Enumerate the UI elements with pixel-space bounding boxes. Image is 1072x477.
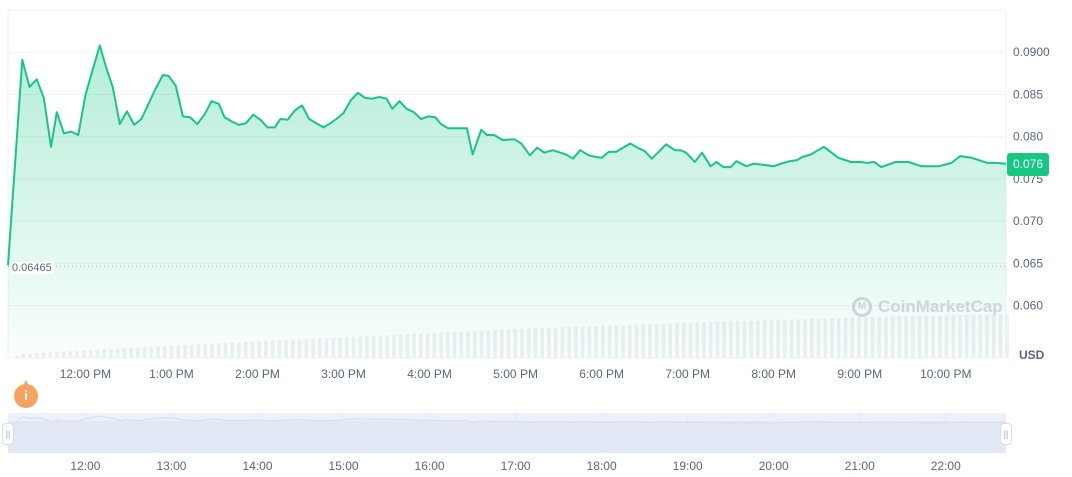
y-tick-label: 0.060 (1013, 299, 1043, 313)
coinmarketcap-watermark: M CoinMarketCap (852, 297, 1003, 317)
navigator-tick-label: 19:00 (673, 459, 703, 473)
y-tick-label: 0.080 (1013, 130, 1043, 144)
volume-bar (1005, 314, 1010, 358)
navigator-tick-label: 14:00 (242, 459, 272, 473)
navigator-tick-label: 13:00 (156, 459, 186, 473)
x-tick-label: 8:00 PM (751, 367, 796, 381)
y-tick-label: 0.0900 (1013, 45, 1050, 59)
navigator-left-handle[interactable]: || (2, 423, 14, 445)
x-tick-label: 12:00 PM (60, 367, 111, 381)
baseline-label: 0.06465 (12, 262, 54, 274)
watermark-text: CoinMarketCap (878, 297, 1003, 316)
navigator-tick-label: 21:00 (845, 459, 875, 473)
coinmarketcap-logo-icon: M (852, 297, 872, 317)
y-tick-label: 0.070 (1013, 214, 1043, 228)
navigator-tick-label: 16:00 (415, 459, 445, 473)
x-tick-label: 3:00 PM (321, 367, 366, 381)
navigator-tick-label: 18:00 (587, 459, 617, 473)
x-tick-label: 9:00 PM (837, 367, 882, 381)
navigator-top-band (8, 413, 1006, 421)
y-tick-label: 0.065 (1013, 256, 1043, 270)
price-line (7, 44, 1007, 266)
navigator-tick-label: 20:00 (759, 459, 789, 473)
x-tick-label: 4:00 PM (407, 367, 452, 381)
x-tick-label: 7:00 PM (665, 367, 710, 381)
x-tick-label: 1:00 PM (149, 367, 194, 381)
navigator-tick-label: 17:00 (501, 459, 531, 473)
navigator-tick-label: 22:00 (931, 459, 961, 473)
y-tick-label: 0.085 (1013, 87, 1043, 101)
x-tick-label: 5:00 PM (493, 367, 538, 381)
navigator-right-handle[interactable]: || (1000, 423, 1012, 445)
price-area (8, 45, 1006, 358)
info-event-icon[interactable]: i (14, 380, 38, 408)
x-tick-label: 2:00 PM (235, 367, 280, 381)
current-price-badge: 0.076 (1007, 153, 1049, 176)
x-tick-label: 6:00 PM (579, 367, 624, 381)
navigator-tick-label: 15:00 (329, 459, 359, 473)
currency-label: USD (1019, 348, 1045, 362)
navigator-tick-label: 12:00 (70, 459, 100, 473)
x-tick-label: 10:00 PM (920, 367, 971, 381)
navigator-series (7, 415, 1006, 430)
